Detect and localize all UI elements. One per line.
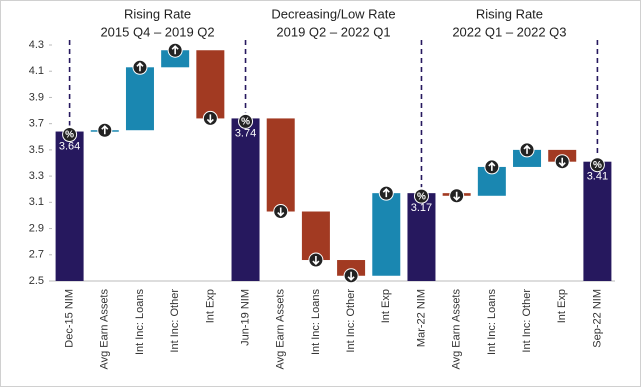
total-bar xyxy=(55,131,84,281)
total-bar xyxy=(231,118,260,281)
x-tick-label: Int Inc: Loans xyxy=(310,289,322,356)
group-subtitle: 2022 Q1 – 2022 Q3 xyxy=(452,24,566,39)
icon-arrow xyxy=(312,256,320,266)
icon: % xyxy=(62,127,78,143)
x-tick-label: Dec-15 NIM xyxy=(64,289,76,348)
x-tick-label: Int Inc: Loans xyxy=(486,289,498,356)
y-tick-label: 4.3 xyxy=(29,39,44,51)
value-label: 3.17 xyxy=(411,202,432,214)
x-tick-label: Int Inc: Other xyxy=(169,289,181,353)
group-subtitle: 2019 Q2 – 2022 Q1 xyxy=(276,24,390,39)
y-tick-label: 3.5 xyxy=(29,144,44,156)
icon-arrow xyxy=(488,161,496,171)
delta-bar xyxy=(196,50,225,119)
icon xyxy=(273,204,289,220)
delta-bar xyxy=(372,193,401,276)
y-tick-label: 2.7 xyxy=(29,249,44,261)
icon-circle xyxy=(238,113,254,129)
icon xyxy=(132,59,148,75)
icon xyxy=(484,159,500,175)
icon-arrow xyxy=(277,207,285,217)
icon-arrow xyxy=(382,188,390,198)
icon-arrow xyxy=(558,157,566,167)
icon-arrow xyxy=(136,62,144,72)
icon-circle xyxy=(413,188,429,204)
icon-arrow xyxy=(347,271,355,281)
delta-bar xyxy=(161,50,190,68)
x-tick-label: Avg Earn Assets xyxy=(99,289,111,370)
x-tick-label: Int Exp xyxy=(204,289,216,323)
icon xyxy=(202,110,218,126)
icon-arrow xyxy=(171,45,179,55)
group-title: Rising Rate xyxy=(124,6,191,21)
icon xyxy=(343,268,359,284)
x-tick-label: Avg Earn Assets xyxy=(275,289,287,370)
icon-arrow xyxy=(101,125,109,135)
icon xyxy=(167,42,183,58)
icon-glyph: % xyxy=(241,117,250,128)
y-tick-label: 2.9 xyxy=(29,222,44,234)
x-tick-label: Int Inc: Loans xyxy=(134,289,146,356)
delta-bar xyxy=(513,149,542,167)
group-title: Decreasing/Low Rate xyxy=(271,6,395,21)
icon: % xyxy=(589,157,605,173)
y-tick-label: 3.1 xyxy=(29,196,44,208)
x-tick-label: Int Inc: Other xyxy=(521,289,533,353)
icon-arrow xyxy=(206,114,214,124)
icon-glyph: % xyxy=(593,160,602,171)
icon-arrow xyxy=(523,144,531,154)
y-tick-label: 4.1 xyxy=(29,65,44,77)
icon xyxy=(308,252,324,268)
x-tick-label: Int Inc: Other xyxy=(345,289,357,353)
y-tick-label: 3.7 xyxy=(29,118,44,130)
delta-bar xyxy=(266,118,295,212)
value-label: 3.74 xyxy=(235,127,256,139)
delta-bar xyxy=(301,211,330,261)
icon xyxy=(554,154,570,170)
icon-glyph: % xyxy=(65,130,74,141)
icon-circle xyxy=(62,127,78,143)
x-tick-label: Int Exp xyxy=(556,289,568,323)
icon: % xyxy=(238,113,254,129)
icon xyxy=(97,122,113,138)
x-tick-label: Jun-19 NIM xyxy=(239,289,251,346)
icon xyxy=(378,185,394,201)
y-tick-label: 3.3 xyxy=(29,170,44,182)
y-tick-label: 3.9 xyxy=(29,91,44,103)
icon-arrow xyxy=(453,191,461,201)
group-title: Rising Rate xyxy=(476,6,543,21)
delta-bar xyxy=(125,67,154,131)
value-label: 3.64 xyxy=(59,140,80,152)
y-tick-label: 2.5 xyxy=(29,275,44,287)
x-tick-label: Int Exp xyxy=(380,289,392,323)
x-tick-label: Mar-22 NIM xyxy=(415,289,427,347)
icon-circle xyxy=(589,157,605,173)
total-bar xyxy=(407,193,436,281)
value-label: 3.41 xyxy=(587,171,608,183)
icon xyxy=(519,142,535,158)
icon-glyph: % xyxy=(417,191,426,202)
group-subtitle: 2015 Q4 – 2019 Q2 xyxy=(100,24,214,39)
total-bar xyxy=(583,161,612,281)
delta-bar xyxy=(337,260,366,276)
icon: % xyxy=(413,188,429,204)
icon xyxy=(449,188,465,204)
x-tick-label: Sep-22 NIM xyxy=(591,289,603,348)
x-tick-label: Avg Earn Assets xyxy=(451,289,463,370)
